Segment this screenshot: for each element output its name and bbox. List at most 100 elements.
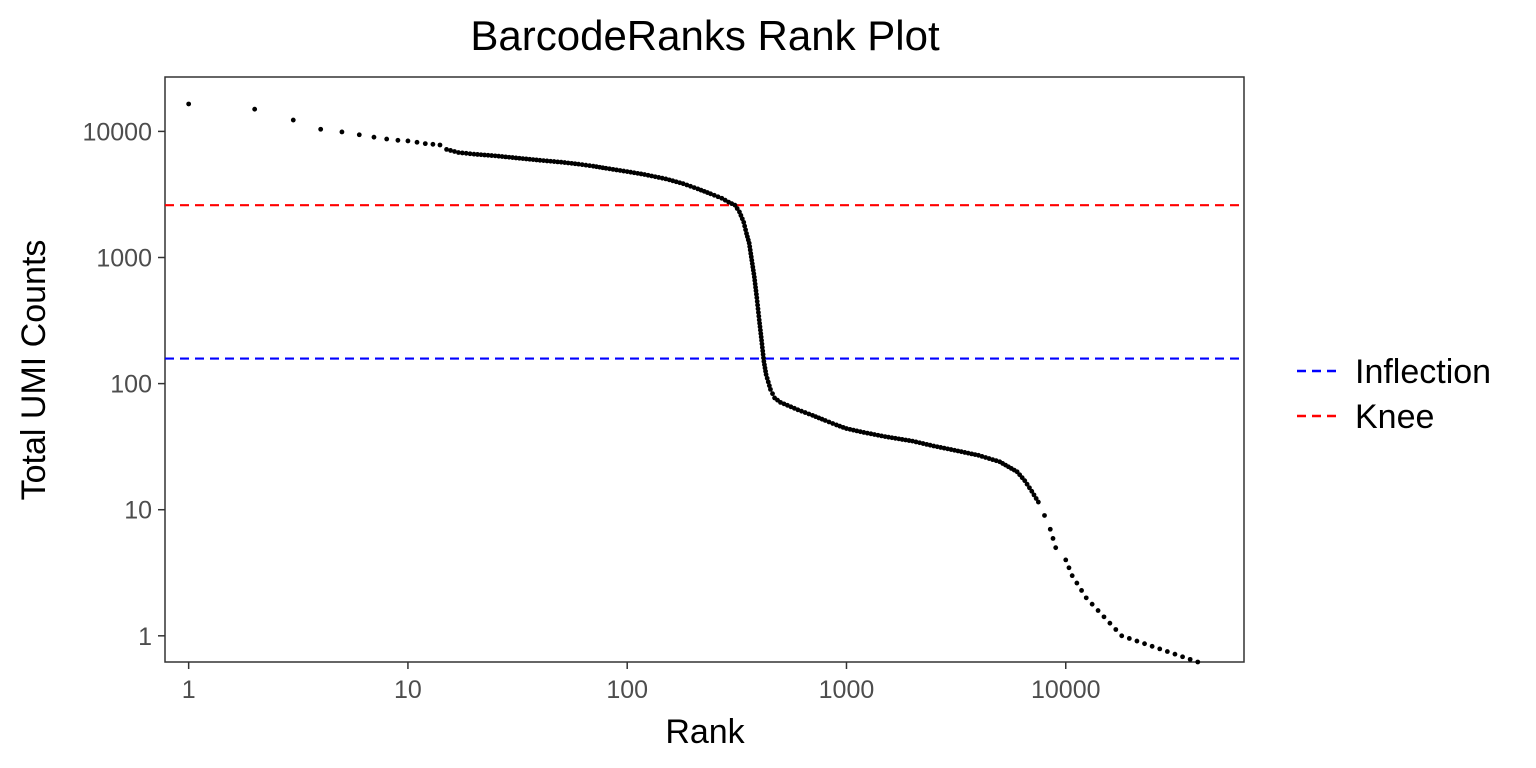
data-point [555,159,561,165]
y-tick-label: 1000 [96,245,152,273]
data-point [691,185,697,190]
data-point [621,168,627,174]
data-point [318,126,324,132]
x-tick-label: 10000 [1031,676,1101,704]
data-point [758,334,764,340]
x-tick-label: 1000 [819,676,875,704]
data-point [688,183,693,189]
legend-label-knee: Knee [1355,398,1434,436]
data-point [395,137,401,143]
data-point [1063,557,1069,563]
data-point [569,160,575,166]
x-axis-ticks: 1 10 100 1000 10000 [182,662,1101,704]
data-point [826,419,832,425]
data-point [766,383,772,389]
data-point [704,190,710,195]
data-point [754,299,760,304]
data-point [760,352,766,357]
y-tick-label: 10000 [82,118,152,146]
x-axis-title: Rank [665,713,745,751]
data-point [384,136,390,142]
data-point [927,442,933,448]
data-point [1050,536,1056,541]
data-point [1126,636,1132,641]
data-point [405,138,411,144]
data-point [756,313,762,319]
data-point [544,158,550,164]
data-point [252,106,258,112]
data-point [463,150,469,156]
data-point [482,152,487,158]
data-point [1011,467,1017,473]
data-point [764,375,770,381]
data-point [753,291,759,297]
plot-panel [164,76,1245,663]
data-point [572,161,578,167]
y-axis-title: Total UMI Counts [15,240,53,501]
data-point [452,149,457,154]
data-point [339,129,345,135]
data-point [583,162,589,168]
data-point [485,152,491,158]
data-point [745,237,751,243]
data-point [489,153,495,158]
data-point [290,117,296,123]
data-point [1042,513,1047,518]
data-point [760,348,766,354]
y-tick-label: 1 [138,623,152,651]
data-point [806,411,812,417]
data-point [759,341,765,347]
data-point [677,180,683,186]
data-point [659,175,665,181]
data-point [1142,641,1147,647]
data-point [638,171,644,177]
data-point [565,160,571,166]
data-point [1101,614,1107,620]
data-point [715,194,721,200]
y-tick-label: 10 [124,497,152,525]
data-point [1035,499,1041,505]
data-point [802,410,808,415]
data-point [1134,638,1140,644]
data-point [743,227,748,233]
data-point [600,165,606,171]
x-tick-label: 100 [606,676,648,704]
data-point [722,197,728,203]
data-point [1157,646,1163,652]
data-point [755,302,761,308]
data-point [467,151,473,157]
data-point [541,158,546,164]
data-point [775,397,780,403]
chart-title: BarcodeRanks Rank Plot [470,12,940,59]
data-point [356,132,362,138]
data-point [1187,656,1193,662]
data-point [1074,580,1080,586]
data-point [761,355,766,361]
data-point [1029,488,1035,494]
data-point [499,154,505,159]
data-point [751,271,757,277]
y-axis-ticks: 1 10 100 1000 10000 [82,118,165,651]
data-point [576,161,581,167]
data-point [610,166,616,172]
data-point [607,166,612,172]
data-point [371,134,377,140]
data-point [492,153,498,159]
data-point [456,150,461,155]
data-point [972,452,978,457]
data-point [478,152,484,158]
data-point [819,416,825,422]
data-point [430,141,436,147]
data-point [558,159,564,165]
data-point [1066,565,1072,571]
data-point [1107,620,1113,626]
data-point [1069,573,1075,579]
data-point [1019,475,1025,481]
data-point [587,163,592,169]
data-point [857,429,863,435]
data-point [414,139,420,145]
data-point [1024,481,1030,487]
data-point [739,216,745,222]
